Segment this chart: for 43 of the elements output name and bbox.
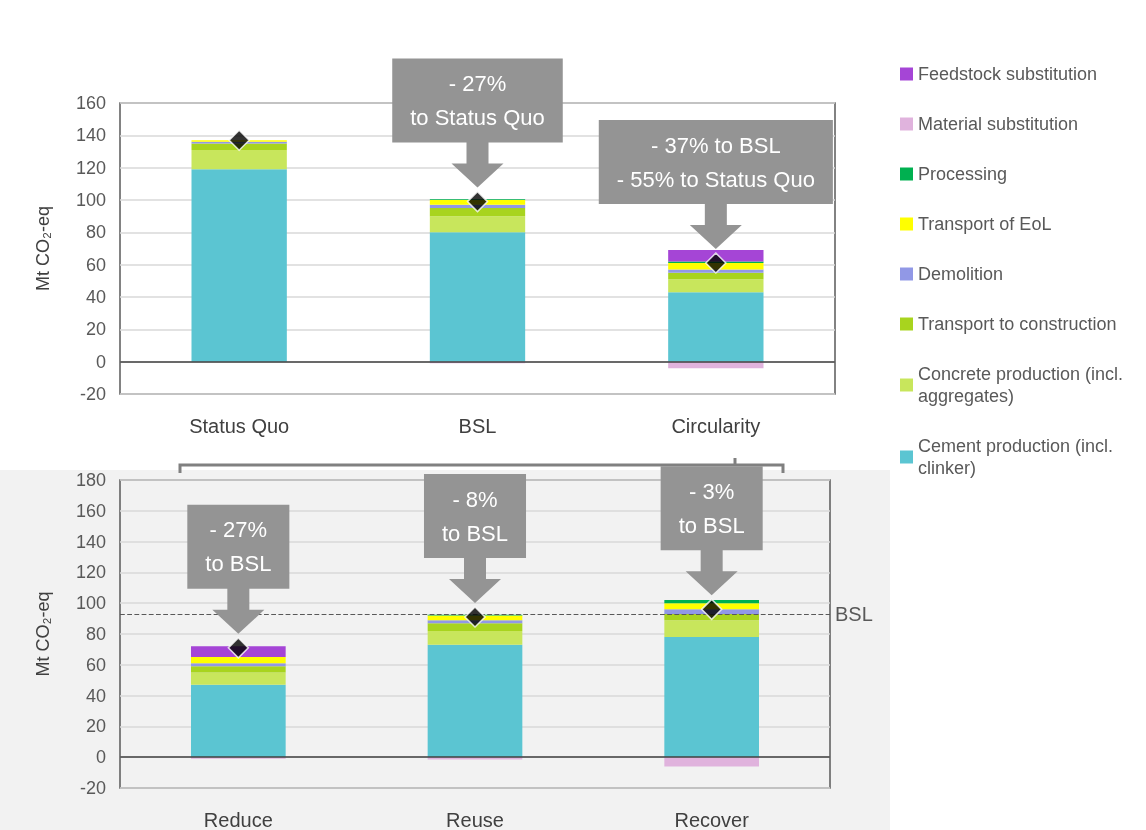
y-tick-label: 120 <box>75 157 106 178</box>
y-tick-label: 40 <box>85 685 106 706</box>
y-tick-label: 160 <box>75 500 106 521</box>
y-tick-label: -20 <box>79 384 106 404</box>
annotation: - 37% to BSL - 55% to Status Quo <box>616 132 815 192</box>
ref-line-label: BSL <box>835 602 873 625</box>
y-tick-label: 100 <box>75 190 106 210</box>
y-tick-label: 160 <box>75 93 106 113</box>
y-tick-label: 40 <box>85 287 106 307</box>
y-tick-label: 140 <box>75 531 106 552</box>
y-tick-label: 120 <box>75 562 106 583</box>
legend-label: Transport of EoL <box>918 214 1052 234</box>
annotation: - 27% to Status Quo <box>410 71 545 131</box>
legend-label: Feedstock substitution <box>918 64 1098 84</box>
x-tick-label: Circularity <box>671 415 761 437</box>
x-tick-label: BSL <box>458 415 497 437</box>
x-tick-label: Status Quo <box>189 415 290 437</box>
annotation: - 3% to BSL <box>678 478 745 538</box>
legend-label: Transport to construction <box>918 314 1117 334</box>
y-tick-label: 80 <box>85 624 106 644</box>
legend-label: Processing <box>918 164 1008 184</box>
x-tick-label: Recover <box>674 809 750 830</box>
y-tick-label: 20 <box>85 716 106 737</box>
legend-label: Material substitution <box>918 114 1079 134</box>
y-tick-label: 60 <box>85 254 106 275</box>
x-tick-label: Reuse <box>446 809 504 830</box>
legend-label: Concrete production (incl. aggregates) <box>918 364 1129 406</box>
legend-label: Demolition <box>918 264 1004 284</box>
annotation: - 8% to BSL <box>441 486 509 546</box>
annotation: - 27% to BSL <box>205 517 272 577</box>
y-tick-label: 0 <box>95 351 106 372</box>
y-tick-label: 100 <box>75 593 106 614</box>
legend-label: Cement production (incl. clinker) <box>918 436 1119 478</box>
y-tick-label: 80 <box>85 222 106 243</box>
y-tick-label: 0 <box>95 747 106 768</box>
x-tick-label: Reduce <box>203 809 273 830</box>
y-tick-label: 20 <box>85 319 106 340</box>
y-tick-label: -20 <box>79 778 106 798</box>
y-tick-label: 60 <box>85 654 106 675</box>
y-tick-label: 140 <box>75 125 106 146</box>
y-tick-label: 180 <box>75 470 106 490</box>
y-axis-title: Mt CO₂-eq <box>33 206 53 291</box>
y-axis-title: Mt CO₂-eq <box>33 591 53 677</box>
